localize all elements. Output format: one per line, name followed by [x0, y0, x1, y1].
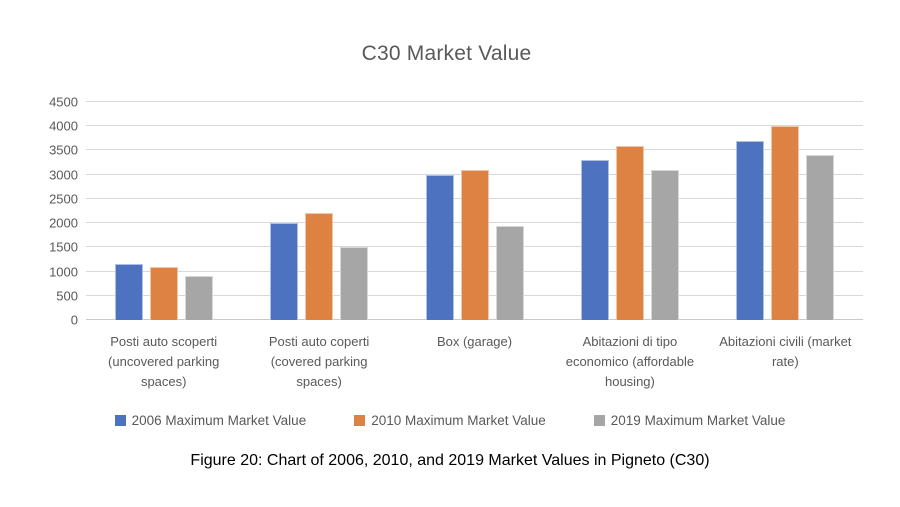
bar — [771, 126, 800, 320]
y-tick-label: 2000 — [49, 215, 78, 231]
category-label: Posti auto scoperti (uncovered parking s… — [108, 334, 220, 390]
category-label: Abitazioni di tipo economico (affordable… — [565, 334, 695, 390]
y-tick-label: 3000 — [49, 167, 78, 183]
bar — [736, 140, 765, 320]
x-axis-labels: Posti auto scoperti (uncovered parking s… — [86, 332, 863, 392]
legend-item: 2006 Maximum Market Value — [114, 413, 307, 428]
category-label: Box (garage) — [436, 334, 513, 349]
gridline — [86, 101, 863, 102]
chart-title: C30 Market Value — [361, 42, 532, 65]
bar — [184, 276, 213, 320]
bar — [615, 145, 644, 320]
category-label: Abitazioni civili (market rate) — [719, 334, 852, 370]
bar — [806, 155, 835, 320]
y-tick-label: 2500 — [49, 191, 78, 207]
y-tick-label: 3500 — [49, 142, 78, 158]
bar — [460, 169, 489, 320]
category-label: Posti auto coperti (covered parking spac… — [268, 334, 370, 390]
y-axis: 0 500 1000 1500 2000 2500 3000 3500 4000 4500 — [0, 95, 78, 328]
bar — [305, 213, 334, 320]
legend-item: 2019 Maximum Market Value — [593, 413, 786, 428]
bar — [580, 160, 609, 320]
y-tick-label: 0 — [70, 312, 78, 328]
y-tick-label: 1000 — [49, 264, 78, 280]
bar-group — [397, 102, 552, 320]
figure-caption: Figure 20: Chart of 2006, 2010, and 2019… — [190, 452, 710, 469]
bar-group — [241, 102, 396, 320]
gridline — [86, 149, 863, 151]
legend-label: 2006 Maximum Market Value — [131, 413, 307, 428]
bar-group — [552, 102, 707, 320]
legend-swatch-icon — [593, 415, 605, 426]
legend: 2006 Maximum Market Value 2010 Maximum Ma… — [0, 413, 900, 428]
plot-area — [86, 101, 863, 320]
bar — [650, 169, 679, 320]
bar — [425, 174, 454, 320]
bar — [149, 266, 178, 320]
legend-item: 2010 Maximum Market Value — [354, 413, 546, 428]
bar-groups — [86, 102, 863, 320]
bar — [495, 225, 524, 320]
gridline — [86, 125, 863, 127]
y-tick-label: 4000 — [49, 118, 78, 134]
bar-group — [708, 102, 863, 320]
legend-swatch-icon — [114, 415, 126, 426]
y-tick-label: 500 — [56, 288, 78, 304]
y-tick-label: 4500 — [49, 94, 78, 110]
bar — [114, 264, 143, 320]
bar-group — [86, 102, 241, 320]
y-tick-label: 1500 — [49, 239, 78, 255]
bar — [270, 223, 299, 320]
bar — [340, 247, 369, 320]
legend-swatch-icon — [354, 415, 366, 426]
legend-label: 2019 Maximum Market Value — [610, 413, 786, 428]
legend-label: 2010 Maximum Market Value — [371, 413, 546, 428]
